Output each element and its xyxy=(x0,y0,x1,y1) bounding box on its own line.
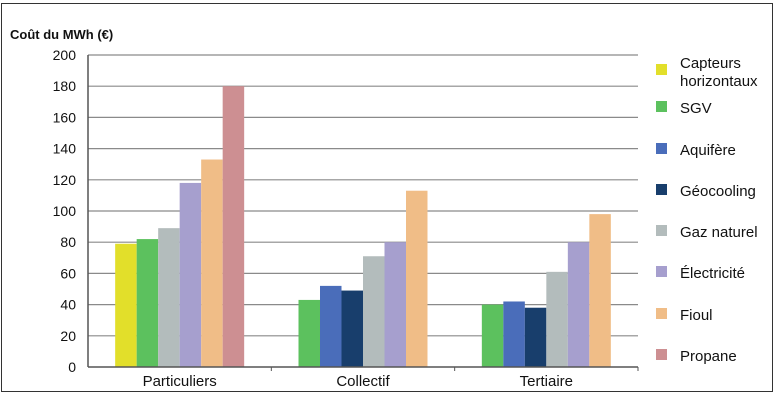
bar-tertiaire-5 xyxy=(567,242,590,367)
legend-swatch xyxy=(656,101,667,112)
y-tick-label: 160 xyxy=(53,109,77,125)
bar-particuliers-6 xyxy=(201,159,223,367)
bar-tertiaire-4 xyxy=(546,271,568,367)
legend-swatch xyxy=(656,225,667,236)
legend-swatch xyxy=(656,184,667,195)
legend-swatch xyxy=(656,64,667,75)
bar-chart: Coût du MWh (€) 0 20 40 60 80 100 120 140 160 180… xyxy=(10,27,758,390)
legend-swatch xyxy=(656,349,667,360)
bar-particuliers-4 xyxy=(158,228,180,367)
bar-particuliers-7 xyxy=(222,86,245,367)
category-labels: Particuliers Collectif Tertiaire xyxy=(143,373,573,390)
bar-tertiaire-1 xyxy=(481,304,504,367)
y-tick-label: 80 xyxy=(60,234,76,250)
legend-swatch xyxy=(656,143,667,154)
legend-label: SGV xyxy=(680,100,712,117)
category-label: Tertiaire xyxy=(520,373,573,390)
bar-collectif-5 xyxy=(384,242,406,367)
legend-swatch xyxy=(656,308,667,319)
legend-label: Géocooling xyxy=(680,183,756,200)
y-tick-label: 60 xyxy=(60,265,76,281)
y-tick-label: 180 xyxy=(53,78,77,94)
bar-collectif-1 xyxy=(298,299,320,367)
bar-particuliers-5 xyxy=(179,182,202,367)
bar-tertiaire-6 xyxy=(589,214,611,367)
y-tick-label: 20 xyxy=(60,328,76,344)
legend-label: Électricité xyxy=(680,265,745,282)
y-tick-label: 120 xyxy=(53,172,77,188)
y-tick-label: 40 xyxy=(60,297,76,313)
legend-label: Fioul xyxy=(680,307,713,324)
bar-collectif-6 xyxy=(406,190,428,367)
axes xyxy=(87,55,639,371)
y-tick-labels: 0 20 40 60 80 100 120 140 160 180 200 xyxy=(53,47,77,375)
bar-tertiaire-2 xyxy=(503,301,525,367)
chart-frame: Coût du MWh (€) 0 20 40 60 80 100 120 140 160 180… xyxy=(1,3,773,392)
legend-label: horizontaux xyxy=(680,73,758,90)
legend-label: Gaz naturel xyxy=(680,224,758,241)
bar-particuliers-0 xyxy=(115,243,137,367)
bars xyxy=(115,86,611,367)
y-axis-title: Coût du MWh (€) xyxy=(10,27,113,42)
y-tick-label: 200 xyxy=(53,47,77,63)
bar-tertiaire-3 xyxy=(524,307,547,367)
y-tick-label: 140 xyxy=(53,141,77,157)
y-tick-label: 100 xyxy=(53,203,77,219)
bar-collectif-2 xyxy=(320,285,342,367)
category-label: Particuliers xyxy=(143,373,217,390)
bar-particuliers-1 xyxy=(136,239,159,367)
bar-collectif-3 xyxy=(341,290,363,367)
category-label: Collectif xyxy=(336,373,390,390)
legend-label: Aquifère xyxy=(680,142,736,159)
legend-label: Capteurs xyxy=(680,55,741,72)
y-tick-label: 0 xyxy=(68,359,76,375)
legend-label: Propane xyxy=(680,348,737,365)
bar-collectif-4 xyxy=(363,256,385,367)
legend-swatch xyxy=(656,266,667,277)
